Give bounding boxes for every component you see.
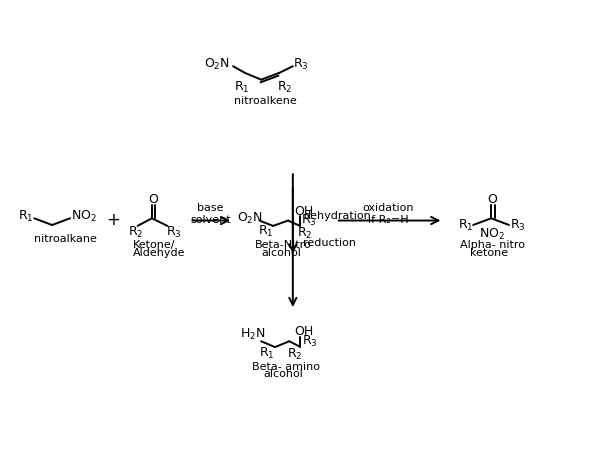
Text: R$_3$: R$_3$ bbox=[509, 217, 526, 233]
Text: base
solvent: base solvent bbox=[190, 203, 231, 225]
Text: alcohol: alcohol bbox=[261, 248, 301, 258]
Text: alcohol: alcohol bbox=[263, 369, 303, 379]
Text: R$_1$: R$_1$ bbox=[235, 80, 250, 95]
Text: R$_2$: R$_2$ bbox=[128, 225, 143, 240]
Text: OH: OH bbox=[294, 205, 313, 218]
Text: Aldehyde: Aldehyde bbox=[133, 248, 185, 258]
Text: R$_1$: R$_1$ bbox=[458, 217, 474, 233]
Text: ketone: ketone bbox=[470, 248, 508, 258]
Text: H$_2$N: H$_2$N bbox=[240, 327, 266, 342]
Text: R$_3$: R$_3$ bbox=[293, 57, 308, 72]
Text: nitroalkene: nitroalkene bbox=[235, 96, 297, 106]
Text: R$_2$: R$_2$ bbox=[297, 226, 313, 242]
Text: R$_3$: R$_3$ bbox=[166, 225, 181, 240]
Text: NO$_2$: NO$_2$ bbox=[71, 209, 97, 225]
Text: O$_2$N: O$_2$N bbox=[237, 211, 263, 226]
Text: R$_3$: R$_3$ bbox=[302, 334, 317, 349]
Text: Ketone/: Ketone/ bbox=[133, 240, 175, 250]
Text: Beta-Nitro: Beta-Nitro bbox=[255, 240, 312, 250]
Text: oxidation
if R₂=H: oxidation if R₂=H bbox=[362, 203, 414, 225]
Text: NO$_2$: NO$_2$ bbox=[479, 227, 505, 243]
Text: O: O bbox=[488, 194, 497, 207]
Text: R$_1$: R$_1$ bbox=[258, 224, 274, 239]
Text: reduction: reduction bbox=[303, 238, 356, 248]
Text: R$_2$: R$_2$ bbox=[287, 347, 302, 362]
Text: O$_2$N: O$_2$N bbox=[205, 57, 230, 72]
Text: R$_1$: R$_1$ bbox=[18, 209, 34, 225]
Text: O: O bbox=[148, 193, 158, 206]
Text: R$_3$: R$_3$ bbox=[301, 213, 317, 228]
Text: R$_1$: R$_1$ bbox=[259, 346, 275, 361]
Text: dehydration: dehydration bbox=[303, 211, 371, 221]
Text: Alpha- nitro: Alpha- nitro bbox=[460, 240, 525, 250]
Text: +: + bbox=[106, 211, 120, 229]
Text: OH: OH bbox=[294, 325, 313, 338]
Text: nitroalkane: nitroalkane bbox=[34, 234, 97, 244]
Text: Beta- amino: Beta- amino bbox=[252, 362, 320, 372]
Text: R$_2$: R$_2$ bbox=[277, 80, 293, 95]
